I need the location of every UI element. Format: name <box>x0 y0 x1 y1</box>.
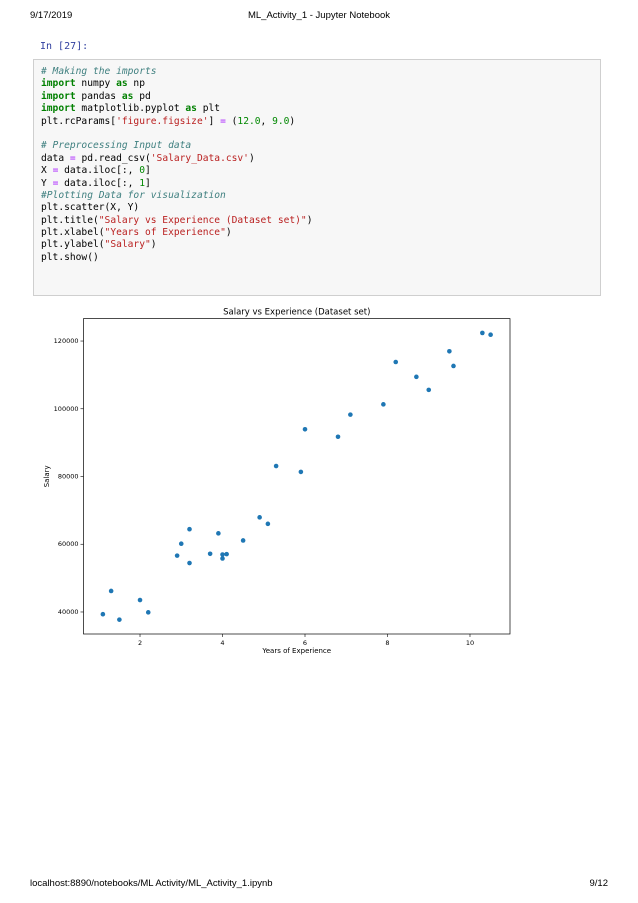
point <box>414 374 419 380</box>
code-line: plt.ylabel("Salary") <box>41 239 157 251</box>
point <box>216 531 221 536</box>
y-tick-label: 120000 <box>54 337 79 345</box>
code-line: #Plotting Data for visualization <box>41 189 226 201</box>
cell-prompt: In [27]: <box>40 41 89 52</box>
x-tick-label: 8 <box>385 639 389 647</box>
y-tick-label: 100000 <box>54 405 79 413</box>
point <box>108 588 114 594</box>
code-line: # Making the imports <box>41 66 157 77</box>
code-line: data = pd.read_csv('Salary_Data.csv') <box>41 152 255 164</box>
code-line: plt.scatter(X, Y) <box>41 202 140 214</box>
code-line: import numpy as np <box>41 78 145 90</box>
point <box>426 387 432 393</box>
code-line: import pandas as pd <box>41 90 151 102</box>
x-tick-label: 10 <box>466 639 474 647</box>
code-line: import matplotlib.pyplot as plt <box>41 103 221 115</box>
code-line: plt.show() <box>41 251 99 263</box>
code-line: Y = data.iloc[:, 1] <box>41 177 151 189</box>
chart-title: Salary vs Experience (Dataset set) <box>223 308 370 318</box>
point <box>100 611 106 617</box>
point <box>451 363 456 369</box>
point <box>187 560 192 566</box>
code-line: plt.title("Salary vs Experience (Dataset… <box>41 214 313 226</box>
point <box>488 332 493 337</box>
y-tick-label: 40000 <box>58 608 79 616</box>
point <box>137 597 143 603</box>
point <box>145 610 151 615</box>
code-cell[interactable]: # Making the imports import numpy as np im… <box>33 59 601 296</box>
code-line: # Preprocessing Input data <box>41 140 192 152</box>
point <box>298 469 304 475</box>
print-page: 9/12 <box>589 878 609 889</box>
point <box>381 402 386 407</box>
point <box>480 330 485 336</box>
x-axis-label: Years of Experience <box>261 647 331 655</box>
point <box>117 617 122 622</box>
print-title: ML_Activity_1 - Jupyter Notebook <box>247 10 391 21</box>
plot-frame <box>83 318 511 635</box>
code-line: plt.rcParams['figure.figsize'] = (12.0, … <box>41 115 296 127</box>
x-tick-label: 4 <box>220 639 224 647</box>
point <box>447 348 452 354</box>
code-line: plt.xlabel("Years of Experience") <box>41 227 232 239</box>
y-tick-label: 60000 <box>58 540 79 548</box>
point <box>224 551 229 557</box>
print-url: localhost:8890/notebooks/ML Activity/ML_… <box>30 878 273 889</box>
point <box>178 541 184 547</box>
point <box>257 515 262 520</box>
point <box>348 412 353 417</box>
point <box>220 556 225 561</box>
point <box>273 463 279 469</box>
point <box>220 552 225 557</box>
chart: Salary vs Experience (Dataset set) Years … <box>43 308 511 655</box>
point <box>187 526 192 532</box>
print-date: 9/17/2019 <box>30 10 73 21</box>
code-block: # Making the imports import numpy as np im… <box>41 66 600 128</box>
point <box>174 553 180 558</box>
y-tick-label: 80000 <box>58 473 79 481</box>
x-tick-label: 6 <box>303 639 307 647</box>
x-tick-label: 2 <box>138 639 142 647</box>
point <box>265 521 271 527</box>
code-block: # Preprocessing Input data data = pd.read… <box>41 140 600 264</box>
point <box>207 551 213 557</box>
point <box>240 538 246 543</box>
point <box>302 426 308 432</box>
point <box>393 359 399 365</box>
y-axis-label: Salary <box>43 465 51 487</box>
point <box>335 434 341 440</box>
code-line: X = data.iloc[:, 0] <box>41 165 151 177</box>
